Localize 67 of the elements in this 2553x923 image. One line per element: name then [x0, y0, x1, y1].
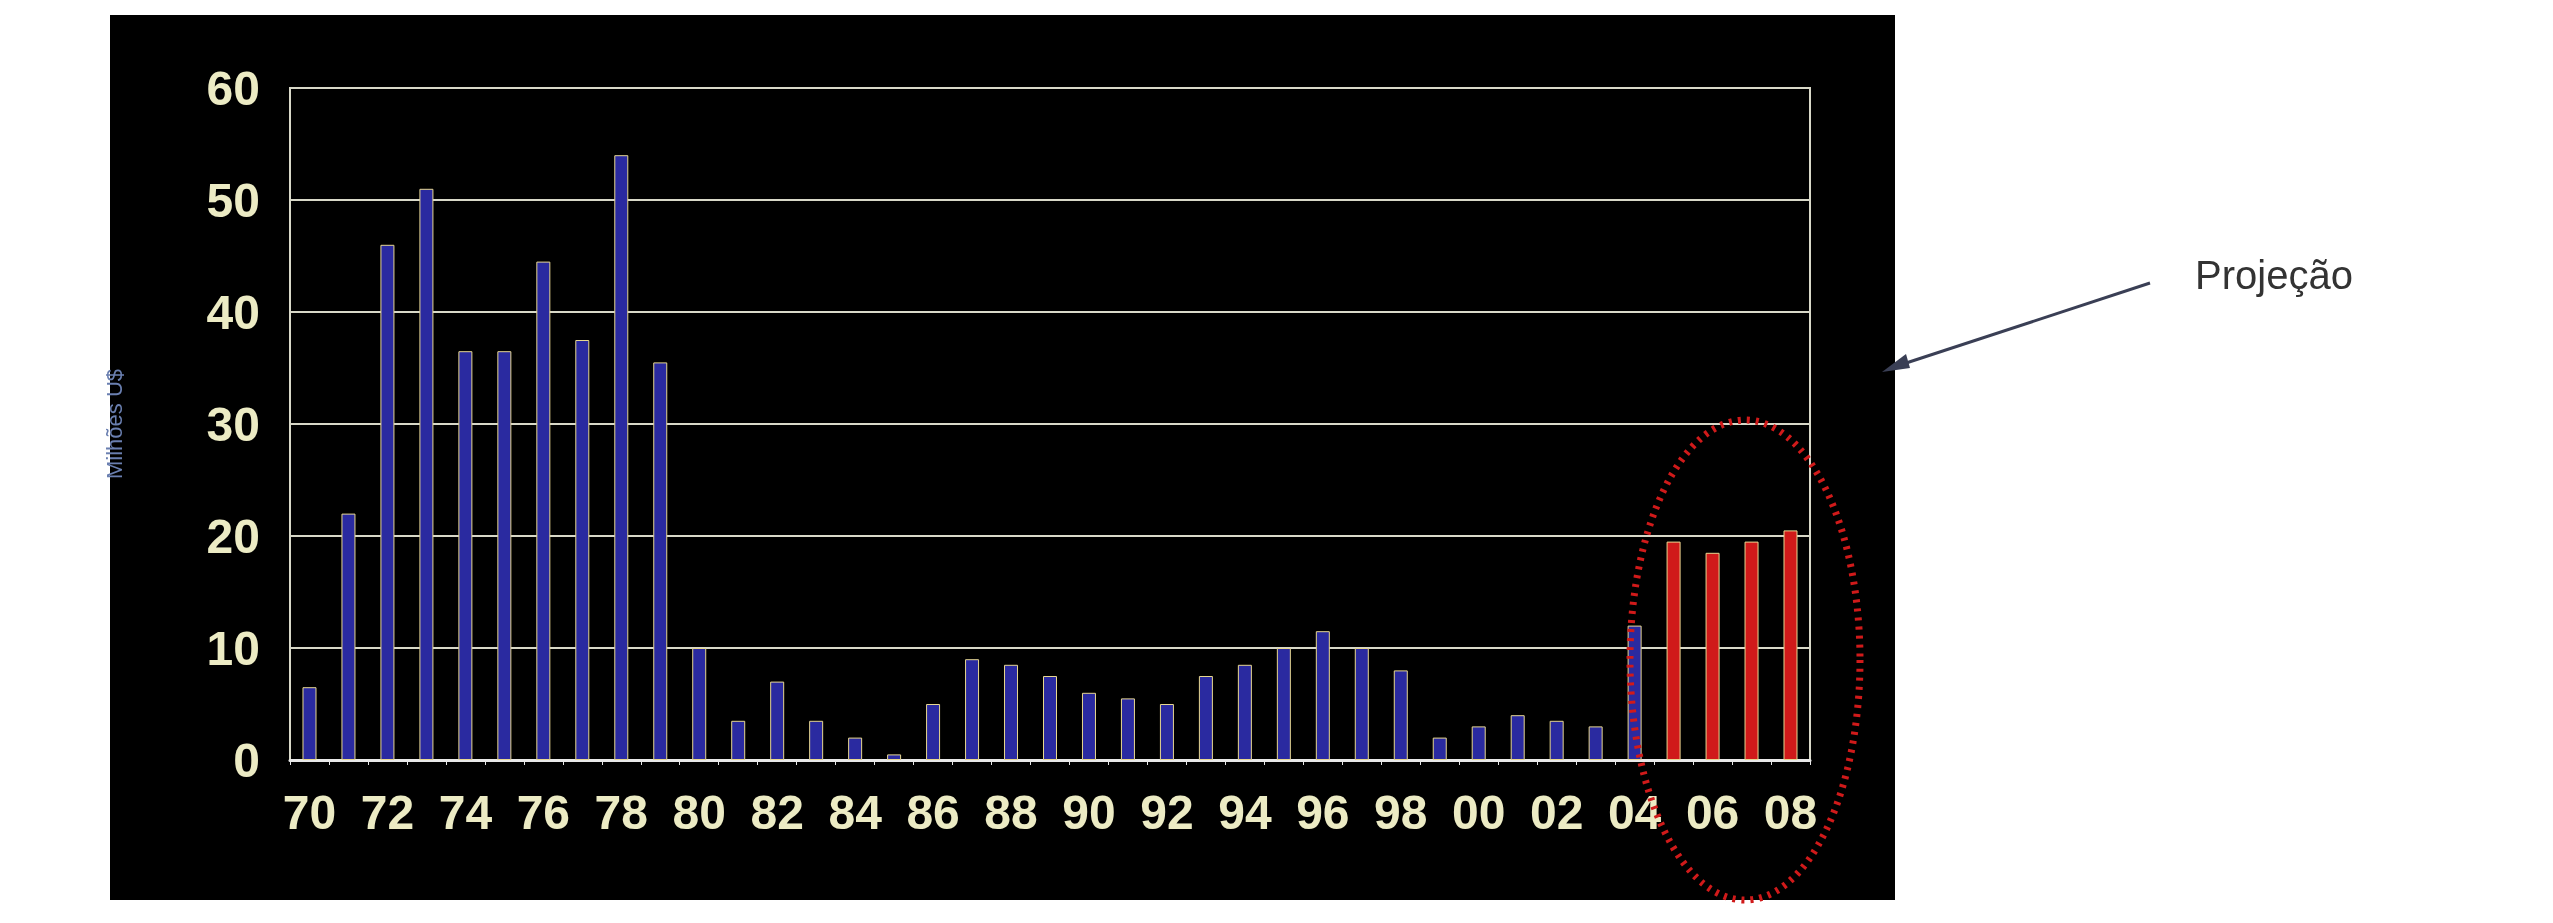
x-tick-label: 76: [516, 785, 571, 839]
bar: [497, 351, 512, 760]
x-tick-label: 94: [1218, 785, 1272, 839]
bar: [614, 155, 629, 760]
bar: [809, 720, 824, 760]
bar: [1043, 676, 1057, 760]
bar: [1432, 737, 1447, 760]
x-tick-label: 92: [1140, 785, 1194, 839]
bar: [692, 648, 707, 760]
bar: [653, 362, 668, 760]
bar: [731, 720, 746, 760]
bar: [1159, 704, 1174, 760]
x-tick-label: 74: [438, 785, 493, 839]
x-tick-label: 00: [1452, 785, 1506, 839]
bar: [1549, 720, 1564, 760]
y-tick-label: 30: [206, 397, 260, 451]
bar: [458, 351, 473, 760]
x-tick-label: 72: [360, 785, 415, 839]
bar: [380, 244, 395, 760]
x-tick-label: 08: [1763, 785, 1818, 839]
y-tick-label: 20: [206, 509, 260, 563]
x-tick-label: 02: [1529, 785, 1584, 839]
bar: [1588, 726, 1603, 760]
bar: [1354, 648, 1369, 760]
bar: [1471, 726, 1486, 760]
bar: [1276, 648, 1291, 760]
bar: [887, 754, 902, 760]
bar: [1705, 552, 1720, 760]
bar: [575, 340, 590, 760]
text: Projeção: [2195, 253, 2353, 297]
y-tick-label: 50: [206, 173, 260, 227]
x-tick-label: 98: [1374, 785, 1428, 839]
bar: [536, 261, 551, 760]
bar: [1315, 631, 1330, 760]
y-tick-label: 0: [233, 733, 260, 787]
x-tick-label: 96: [1296, 785, 1350, 839]
x-tick-label: 70: [282, 785, 337, 839]
bar: [1237, 664, 1252, 760]
bar: [926, 704, 941, 760]
bar: [1744, 541, 1759, 760]
y-tick-label: 40: [206, 285, 260, 339]
y-axis-title: Milhões U$: [101, 368, 127, 480]
bar: [341, 513, 356, 760]
bar: [1783, 530, 1798, 760]
y-tick-label: 10: [206, 621, 260, 675]
x-tick-label: 86: [906, 785, 960, 839]
bar: [965, 659, 980, 760]
bar: [1393, 670, 1408, 760]
x-tick-label: 04: [1607, 785, 1662, 839]
x-tick-label: 88: [984, 785, 1038, 839]
x-tick-label: 84: [828, 785, 883, 839]
bar: [1510, 715, 1525, 760]
bar: [770, 681, 785, 760]
bar: [1198, 676, 1213, 760]
x-tick-label: 80: [672, 785, 726, 839]
y-tick-label: 60: [206, 61, 260, 115]
bar: [1666, 541, 1681, 760]
bar: [302, 687, 317, 760]
x-tick-label: 90: [1062, 785, 1116, 839]
x-tick-label: 82: [750, 785, 804, 839]
bar: [1081, 692, 1096, 760]
bar: [1004, 664, 1019, 760]
x-tick-label: 06: [1685, 785, 1740, 839]
bar: [848, 737, 863, 760]
bar: [1120, 698, 1135, 760]
x-tick-label: 78: [594, 785, 648, 839]
bar: [419, 188, 434, 760]
